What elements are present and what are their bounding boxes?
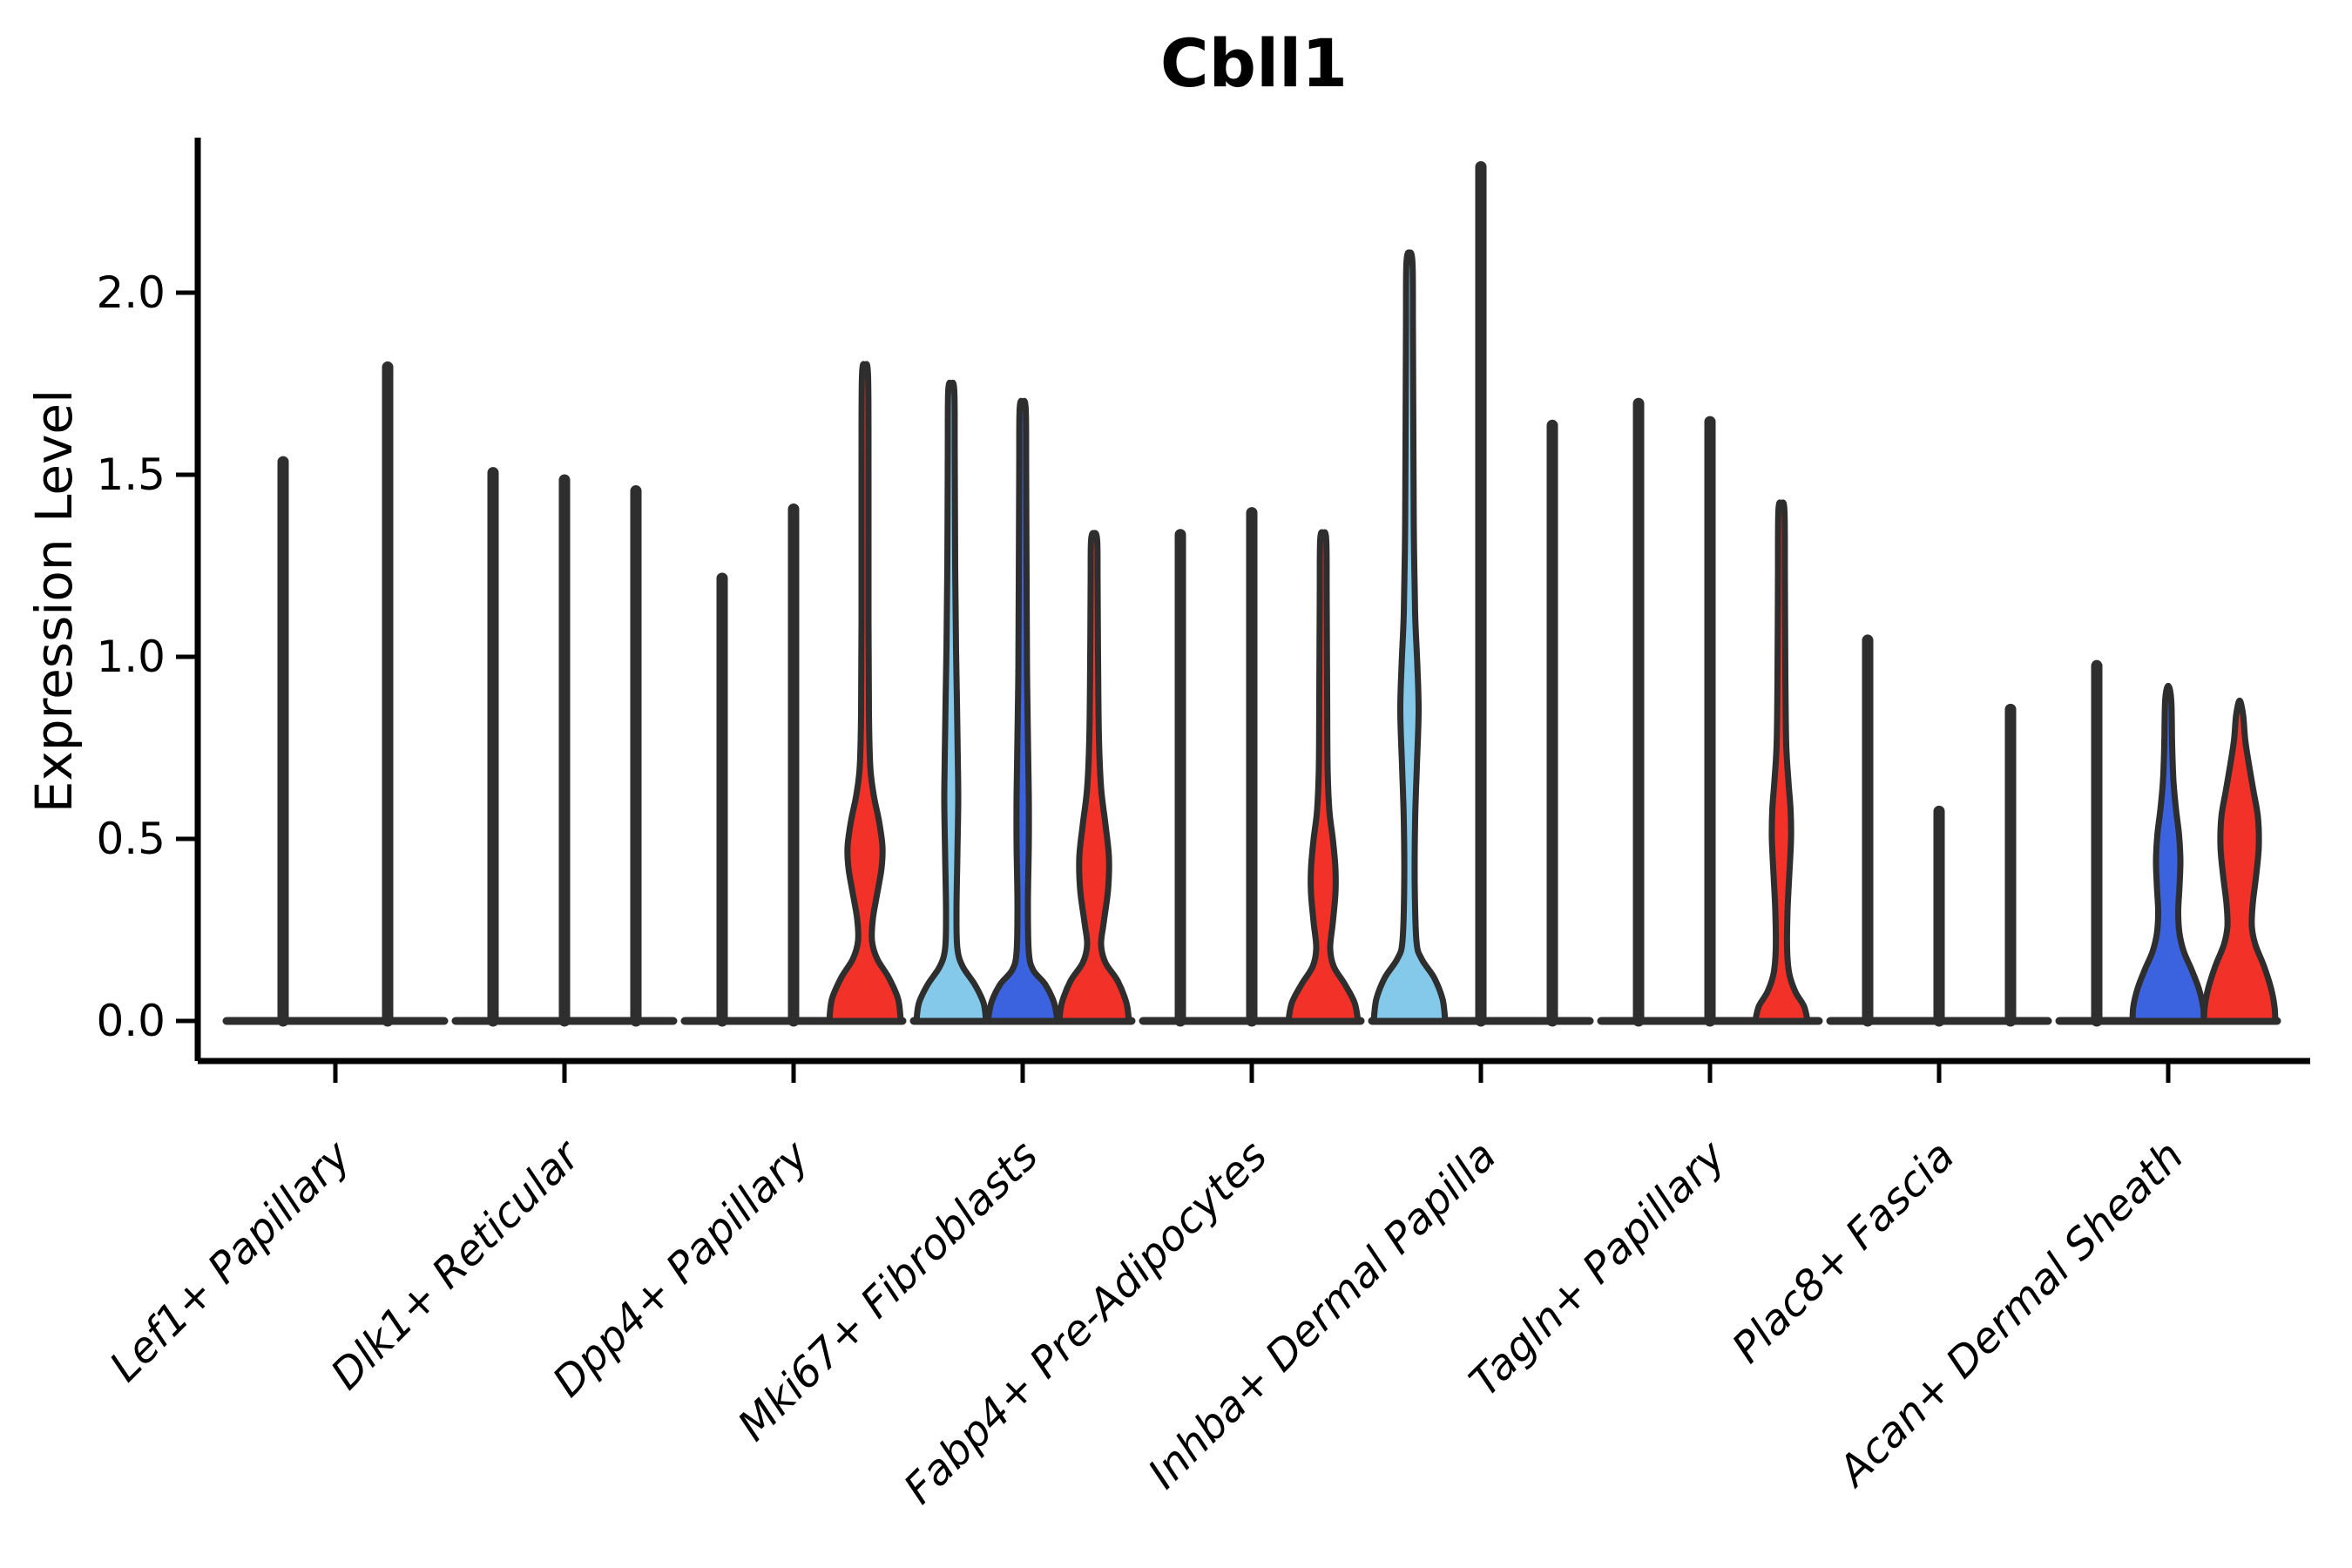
- chart-title: Cbll1: [1159, 24, 1348, 102]
- violin: [913, 379, 990, 1024]
- y-tick-label: 0.0: [96, 996, 166, 1046]
- x-tick-label: Lef1+ Papillary: [100, 1131, 361, 1391]
- x-tick-label: Dpp4+ Papillary: [544, 1131, 819, 1406]
- violin: [2200, 697, 2279, 1024]
- x-tick-label: Fabp4+ Pre-Adipocytes: [895, 1132, 1277, 1514]
- violin: [1285, 529, 1362, 1024]
- y-tick-label: 2.0: [96, 267, 166, 318]
- y-tick-label: 0.5: [96, 814, 166, 864]
- violin: [1370, 249, 1449, 1024]
- violin: [984, 397, 1061, 1024]
- x-tick-label: Dlk1+ Reticular: [321, 1130, 591, 1400]
- violin: [826, 361, 904, 1024]
- y-tick-label: 1.0: [96, 632, 166, 682]
- violin: [2129, 682, 2207, 1024]
- violin: [1752, 499, 1811, 1024]
- x-tick-label: Tagln+ Papillary: [1460, 1131, 1735, 1406]
- violin: [1056, 530, 1132, 1024]
- y-tick-label: 1.5: [96, 449, 166, 500]
- x-tick-label: Plac8+ Fascia: [1723, 1132, 1964, 1373]
